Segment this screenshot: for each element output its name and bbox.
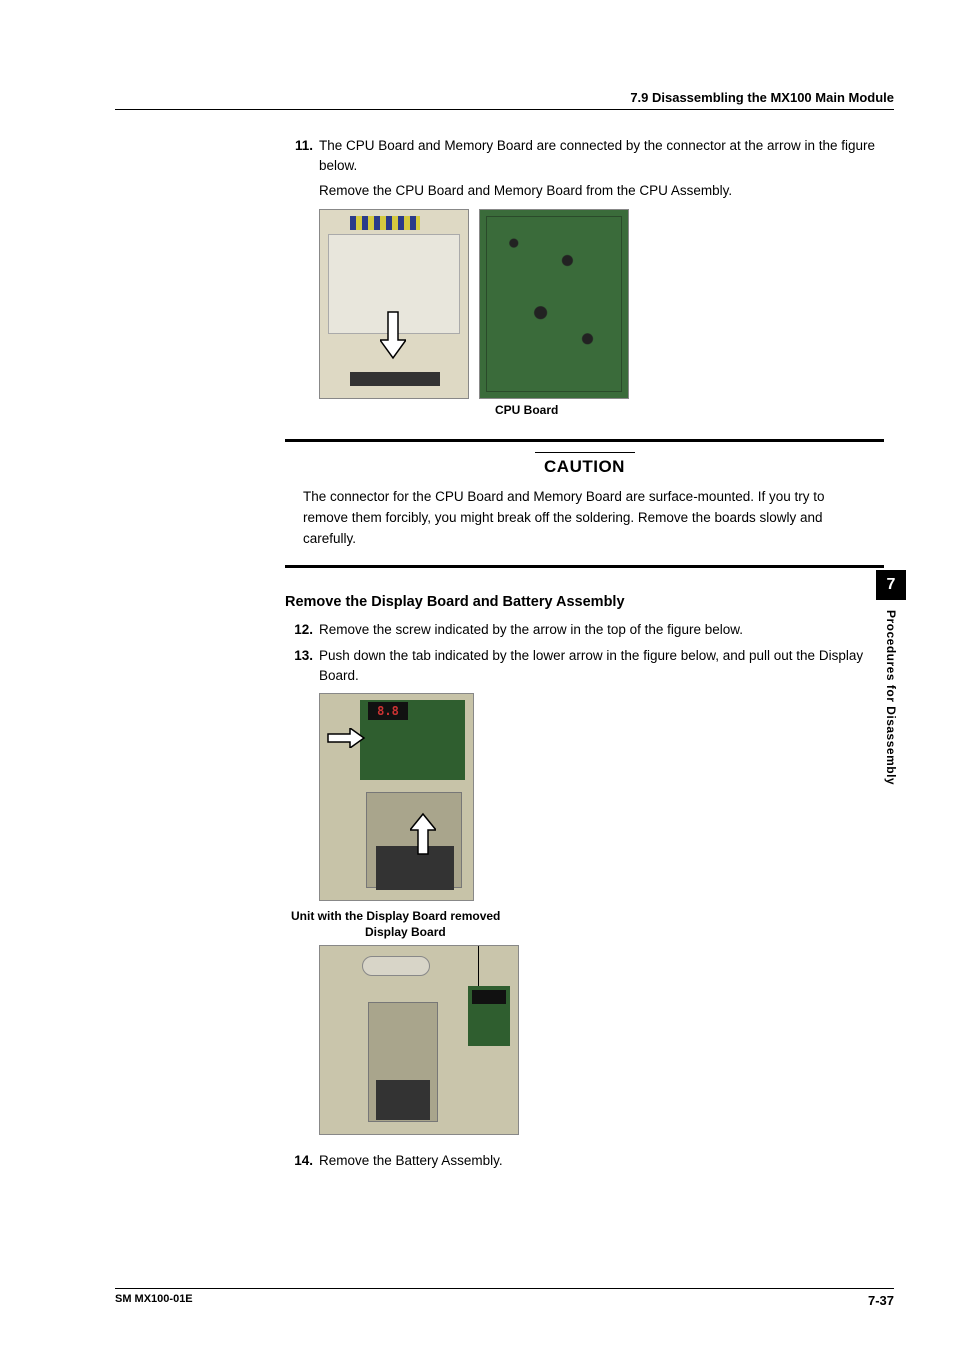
section-header: 7.9 Disassembling the MX100 Main Module <box>115 90 894 109</box>
figure-left-board <box>319 209 469 399</box>
step-11: 11. The CPU Board and Memory Board are c… <box>285 136 884 175</box>
step-text: Push down the tab indicated by the lower… <box>319 646 884 685</box>
footer-doc-id: SM MX100-01E <box>115 1293 193 1308</box>
step-14: 14. Remove the Battery Assembly. <box>285 1151 884 1171</box>
figure2-caption-unit: Unit with the Display Board removed <box>291 909 884 923</box>
step-text: Remove the screw indicated by the arrow … <box>319 620 884 640</box>
figure-cpu-memory: Memory Board <box>319 209 884 399</box>
step-11-cont: Remove the CPU Board and Memory Board fr… <box>319 181 884 201</box>
caution-block: CAUTION The connector for the CPU Board … <box>285 439 884 569</box>
step-text: The CPU Board and Memory Board are conne… <box>319 136 884 175</box>
arrow-down-icon <box>380 310 406 360</box>
chapter-tab: 7 Procedures for Disassembly <box>876 570 906 800</box>
step-number: 14. <box>285 1151 313 1171</box>
step-number: 11. <box>285 136 313 175</box>
footer-page-number: 7-37 <box>868 1293 894 1308</box>
figure-right-board <box>479 209 629 399</box>
step-12: 12. Remove the screw indicated by the ar… <box>285 620 884 640</box>
arrow-up-icon <box>410 812 436 856</box>
seven-segment-icon: 8.8 <box>377 704 399 718</box>
subheading-display-battery: Remove the Display Board and Battery Ass… <box>285 594 884 610</box>
step-number: 12. <box>285 620 313 640</box>
step-text: Remove the Battery Assembly. <box>319 1151 884 1171</box>
cpu-board-label: CPU Board <box>495 403 884 417</box>
caution-text: The connector for the CPU Board and Memo… <box>303 487 866 550</box>
chapter-number: 7 <box>876 570 906 600</box>
page-footer: SM MX100-01E 7-37 <box>115 1288 894 1308</box>
step-number: 13. <box>285 646 313 685</box>
figure-display-board-unit: 8.8 <box>319 693 474 901</box>
figure-display-board-removed <box>319 945 519 1135</box>
figure2-caption-display: Display Board <box>365 925 884 939</box>
chapter-label: Procedures for Disassembly <box>884 610 898 785</box>
step-13: 13. Push down the tab indicated by the l… <box>285 646 884 685</box>
arrow-right-icon <box>326 728 366 748</box>
caution-title: CAUTION <box>535 452 635 477</box>
